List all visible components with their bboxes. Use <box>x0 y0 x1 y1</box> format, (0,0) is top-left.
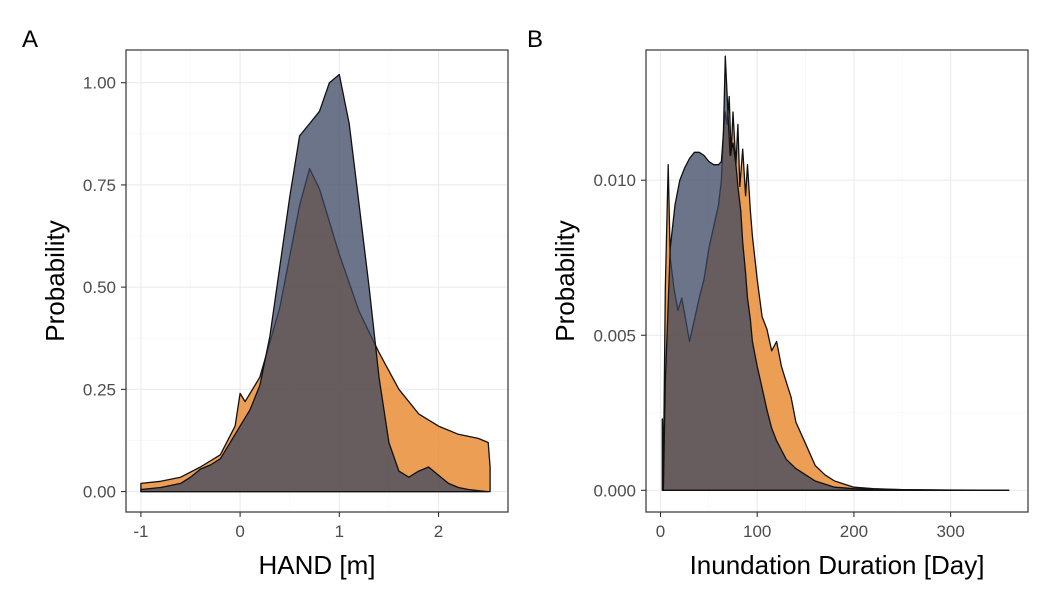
panel-b-series <box>661 55 1010 491</box>
x-tick-label: 100 <box>743 522 771 541</box>
density-area-navy <box>661 55 1010 491</box>
y-tick-label: 0.000 <box>593 481 636 500</box>
panel-b-y-axis-title: Probability <box>550 220 580 341</box>
y-tick-label: 0.005 <box>593 326 636 345</box>
panel-b-x-ticks: 0 100 200 300 <box>656 512 965 541</box>
density-area-navy <box>140 73 489 493</box>
panel-a-y-axis-title: Probability <box>40 220 70 341</box>
panel-a-x-axis-title: HAND [m] <box>259 550 376 580</box>
x-tick-label: 200 <box>840 522 868 541</box>
panel-a-series <box>140 73 491 493</box>
panel-b: B 0 100 200 300 0.000 0.005 0.010 Inundation … <box>527 26 1029 580</box>
y-tick-label: 0.25 <box>83 380 116 399</box>
x-tick-label: 0 <box>235 522 244 541</box>
panel-b-y-ticks: 0.000 0.005 0.010 <box>593 171 646 500</box>
panel-a: A -1 0 1 2 0.00 0.25 0.50 0.75 1.00 HAND [m] Pr… <box>22 26 509 580</box>
panel-label-a: A <box>22 26 38 53</box>
x-tick-label: 300 <box>936 522 964 541</box>
panel-b-x-axis-title: Inundation Duration [Day] <box>690 550 985 580</box>
y-tick-label: 0.010 <box>593 171 636 190</box>
x-tick-label: 0 <box>656 522 665 541</box>
y-tick-label: 1.00 <box>83 74 116 93</box>
panel-a-y-ticks: 0.00 0.25 0.50 0.75 1.00 <box>83 74 126 502</box>
y-tick-label: 0.50 <box>83 278 116 297</box>
panel-a-x-ticks: -1 0 1 2 <box>133 512 443 541</box>
panel-b-frame <box>645 49 1029 513</box>
y-tick-label: 0.75 <box>83 176 116 195</box>
x-tick-label: 2 <box>434 522 443 541</box>
x-tick-label: 1 <box>335 522 344 541</box>
panel-a-frame <box>125 49 509 513</box>
panel-label-b: B <box>527 26 543 53</box>
y-tick-label: 0.00 <box>83 483 116 502</box>
x-tick-label: -1 <box>133 522 148 541</box>
